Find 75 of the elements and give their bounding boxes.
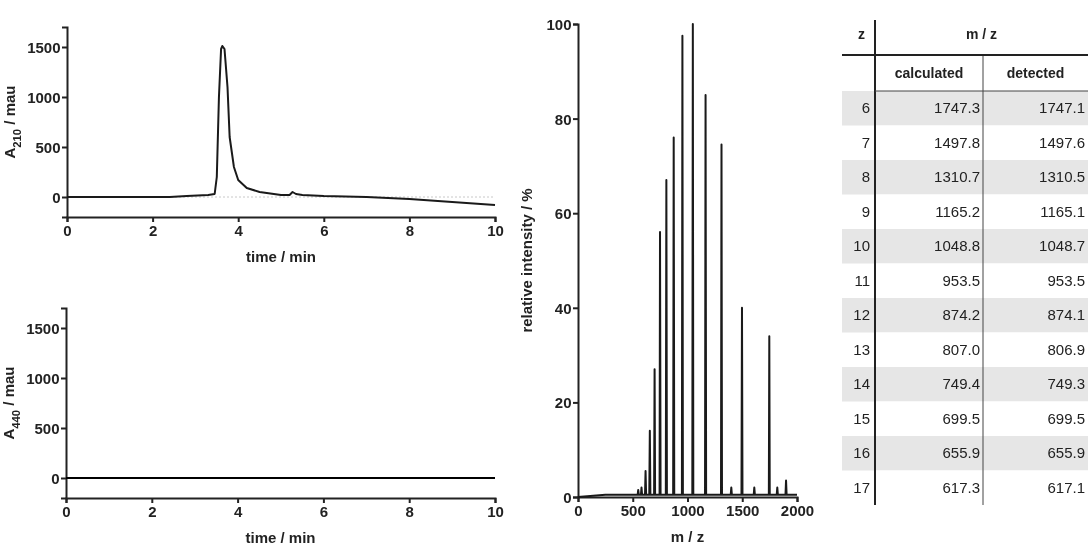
y-tick-label: 14 — [853, 375, 870, 393]
y-tick-label: 1000 — [26, 370, 60, 387]
x-axis-title: time / min — [245, 248, 317, 265]
y-tick-label: 1000 — [27, 89, 61, 106]
y-tick-label: 80 — [554, 110, 572, 128]
x-tick-label: 0 — [63, 221, 72, 239]
data-label: 617.3 — [942, 478, 980, 496]
y-tick-label: 8 — [861, 168, 870, 186]
x-tick-label: 2000 — [780, 501, 815, 519]
y-axis-title: z — [858, 26, 865, 42]
x-tick-label: 4 — [234, 221, 244, 239]
data-label: 699.5 — [1047, 409, 1085, 427]
y-tick-label: 11 — [854, 271, 870, 289]
x-axis-title: m / z — [670, 528, 705, 545]
y-tick-label: 15 — [853, 409, 870, 427]
data-label: 874.1 — [1047, 306, 1085, 324]
data-label: 1310.7 — [934, 168, 980, 186]
data-label: 655.9 — [1047, 444, 1085, 462]
y-tick-label: 16 — [853, 444, 870, 462]
y-tick-label: 1500 — [27, 39, 61, 56]
y-tick-label: 500 — [34, 420, 60, 437]
line-series — [577, 23, 798, 498]
data-label: 806.9 — [1047, 340, 1085, 358]
data-label: 1165.1 — [1040, 202, 1085, 220]
data-label: 874.2 — [942, 306, 980, 324]
y-tick-label: 17 — [853, 478, 870, 496]
x-tick-label: 0 — [574, 501, 583, 519]
x-tick-label: 1000 — [671, 501, 705, 519]
y-tick-label: 60 — [554, 205, 572, 223]
x-tick-label: 500 — [620, 501, 646, 519]
y-tick-label: 40 — [554, 299, 572, 317]
y-tick-label: 100 — [546, 16, 572, 33]
y-axis-title: relative intensity / % — [518, 188, 535, 333]
x-tick-label: 10 — [487, 221, 504, 239]
x-tick-label: 2 — [148, 502, 157, 520]
y-tick-label: 6 — [861, 99, 870, 117]
y-tick-label: 1500 — [26, 320, 60, 337]
data-label: 1165.2 — [935, 202, 980, 220]
y-tick-label: 12 — [853, 306, 870, 324]
x-tick-label: 8 — [405, 221, 415, 239]
y-tick-label: 10 — [853, 237, 870, 255]
data-label: 1048.8 — [934, 237, 980, 255]
data-label: 1747.3 — [934, 99, 980, 117]
data-label: 749.3 — [1047, 375, 1085, 393]
data-label: 617.1 — [1047, 478, 1085, 496]
y-tick-label: 20 — [554, 394, 572, 412]
y-tick-label: 13 — [853, 340, 870, 358]
x-tick-label: 6 — [319, 502, 329, 520]
data-label: 1048.7 — [1039, 237, 1085, 255]
data-label: 953.5 — [942, 271, 980, 289]
y-tick-label: 500 — [35, 139, 61, 156]
y-tick-label: 9 — [861, 202, 870, 220]
data-label: 655.9 — [942, 444, 980, 462]
data-label: 699.5 — [942, 409, 980, 427]
y-tick-label: 0 — [563, 489, 572, 506]
x-axis-title: time / min — [245, 529, 316, 546]
x-tick-label: 10 — [487, 502, 504, 520]
x-tick-label: calculated — [894, 65, 964, 81]
data-label: 1310.5 — [1039, 168, 1085, 186]
x-tick-label: 4 — [233, 502, 243, 520]
data-label: 1497.8 — [934, 133, 980, 151]
data-label: 1747.1 — [1039, 99, 1085, 117]
data-label: 749.4 — [942, 375, 980, 393]
x-tick-label: 8 — [405, 502, 414, 520]
y-tick-label: 0 — [51, 470, 60, 487]
x-tick-label: 6 — [320, 221, 329, 239]
y-tick-label: 0 — [52, 189, 61, 206]
chart-title: m / z — [965, 26, 998, 42]
data-label: 953.5 — [1047, 271, 1085, 289]
data-label: 1497.6 — [1039, 133, 1085, 151]
x-tick-label: 2 — [148, 221, 158, 239]
data-label: 807.0 — [942, 340, 980, 358]
x-tick-label: 1500 — [726, 501, 760, 519]
x-tick-label: detected — [1006, 65, 1065, 81]
y-tick-label: 7 — [861, 133, 870, 151]
